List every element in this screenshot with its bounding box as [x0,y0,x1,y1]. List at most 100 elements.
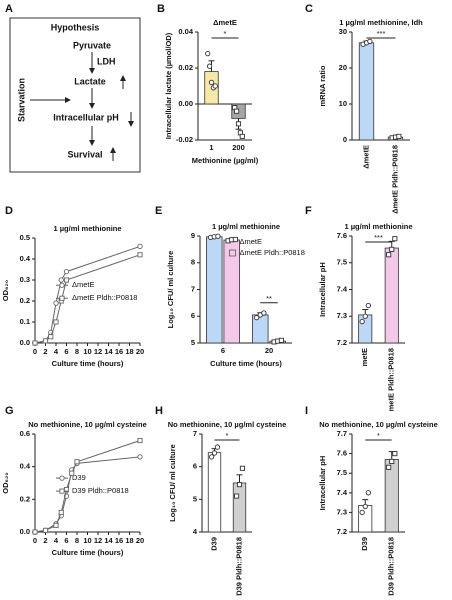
bar [207,452,222,533]
node: Intracellular pH [53,112,119,122]
y-axis-label: Log₁₀ CFU/ ml culture [168,444,177,522]
x-tick-label: 14 [104,536,113,545]
data-point [261,310,267,316]
node: Starvation [16,78,26,122]
legend-label: D39 Pldh::P0818 [72,486,129,495]
x-tick-label: D39 [360,537,369,551]
data-point [69,470,75,476]
x-tick-label: 6 [64,347,68,356]
y-tick-label: 0.3 [20,275,30,284]
panel-letter: B [157,3,165,15]
bar [358,314,373,344]
y-axis-label: Log₁₀ CFU/ ml culture [166,251,175,329]
x-tick-label: 2 [43,536,47,545]
significance-label: *** [374,233,383,242]
y-tick-label: 0.1 [20,317,30,326]
data-point [232,236,238,243]
chart-title: ΔmetE [213,18,237,27]
y-axis-label: OD₆₂₀ [1,280,10,301]
chart-title: 1 µg/ml methionine [212,222,280,231]
data-point [392,236,398,242]
data-point [239,133,245,139]
data-point [137,252,143,258]
y-tick-label: 7.3 [337,311,347,320]
y-tick-label: 7.5 [337,258,347,267]
data-point [367,38,373,45]
y-tick-label: 0.4 [20,254,31,263]
panel-letter: I [305,405,308,417]
y-tick-label: 7.3 [337,507,347,516]
x-tick-label: 10 [83,347,91,356]
y-tick-label: 7.4 [337,488,348,497]
legend-label: ΔmetE [239,237,262,246]
data-point [137,454,143,460]
chart-title: 1 µg/ml methionine, ldh [339,18,423,27]
y-tick-label: 7.2 [337,527,347,536]
bar [358,505,373,533]
data-point [365,490,371,496]
x-tick-label: 2 [43,347,47,356]
data-point [389,246,395,252]
bar [232,482,247,533]
legend-label: ΔmetE Pldh::P0818 [72,293,137,302]
x-tick-label: 20 [136,347,144,356]
data-point [42,527,49,533]
node: LDH [97,56,116,66]
data-point [239,465,245,471]
diagram-title: Hypothesis [51,22,100,32]
data-point [48,334,54,340]
data-point [42,338,49,344]
data-point [74,459,80,465]
data-point [235,121,242,127]
x-tick-label: D39 Pldh::P0818 [387,537,396,596]
data-point [58,277,64,283]
y-tick-label: 6 [193,462,197,471]
y-tick-label: 6 [191,311,195,320]
x-tick-label: D39 Pldh::P0818 [234,537,243,596]
y-tick-label: 9 [191,231,195,240]
data-point [362,313,368,319]
chart-title: 1 µg/ml methionine [344,222,412,231]
node: Survival [67,149,102,159]
data-point [208,79,215,86]
x-tick-label: ΔmetE [361,145,370,169]
data-point [234,108,240,114]
bar [384,247,399,344]
y-tick-label: 0.0 [20,338,30,347]
x-tick-label: metE [360,348,369,366]
panel-letter: D [5,205,13,217]
panel-letter: G [5,405,14,417]
y-tick-label: 0.2 [20,494,30,503]
data-point [59,282,65,288]
x-tick-label: 200 [232,143,245,152]
x-tick-label: 4 [54,536,59,545]
y-tick-label: 7.6 [337,231,347,240]
hypothesis-diagram: A Hypothesis Pyruvate LDH Lactate Starva… [5,3,141,173]
panel-letter: H [155,405,163,417]
data-point [386,464,392,470]
y-tick-label: 7 [191,284,195,293]
bar [358,42,375,141]
x-tick-label: 8 [75,536,79,545]
data-point [362,503,368,510]
y-tick-label: 7.6 [337,449,347,458]
x-tick-label: 1 [209,143,213,152]
y-tick-label: 0.0 [20,527,30,536]
y-tick-label: -0.02 [176,135,193,144]
x-tick-label: 0 [33,347,37,356]
y-tick-label: 7.2 [337,338,347,347]
y-tick-label: 0.02 [178,63,193,72]
significance-label: * [224,29,227,38]
x-tick-label: 12 [94,536,102,545]
y-tick-label: 0.2 [20,296,30,305]
data-point [359,509,365,516]
data-point [392,451,398,457]
data-point [278,337,284,343]
legend-label: ΔmetE [72,280,95,289]
x-tick-label: 12 [94,347,102,356]
y-axis-label: Intracellular lactate (µmol/OD) [164,32,173,139]
x-tick-label: 20 [265,346,273,355]
legend-label: D39 [72,473,86,482]
diagram-box [9,17,141,173]
data-point [214,444,221,450]
